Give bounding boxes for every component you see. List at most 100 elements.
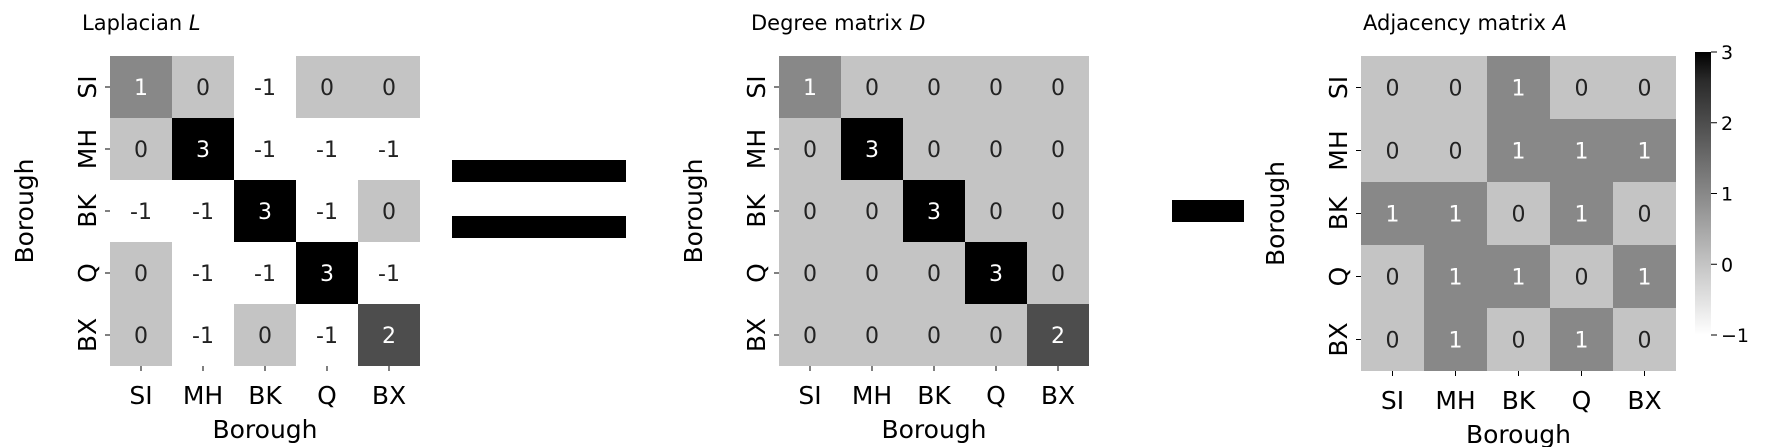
equals-sign-top-bar [452,160,626,182]
cell-value-label: 0 [865,262,879,287]
heatmap-cell [1027,56,1089,118]
cell-value-label: 3 [865,138,879,163]
y-tick-label: MH [73,129,102,169]
colorbar-tick-label: 1 [1721,184,1733,206]
cell-value-label: 0 [989,200,1003,225]
x-tick-label: SI [1381,386,1404,415]
x-tick-label: BX [372,381,406,410]
cell-value-label: 0 [803,200,817,225]
heatmap-cell [965,118,1027,180]
cell-value-label: -1 [316,200,338,225]
y-axis-label: Borough [10,158,39,263]
heatmap-cell [903,180,965,242]
cell-value-label: 0 [803,324,817,349]
heatmap-cell [234,56,296,118]
cell-value-label: 0 [1512,329,1526,354]
cell-value-label: 0 [320,76,334,101]
heatmap-panel-1: Laplacian L 1 0 -1 0 0 0 3 -1 -1 -1 -1 -1 3 -1 0 0 -1 -1 3 -… [10,11,420,444]
cell-value-label: 1 [1575,203,1589,228]
heatmap-cell [1361,182,1424,245]
cell-value-label: 0 [803,138,817,163]
y-tick-label: BK [1324,196,1353,230]
cell-value-label: 0 [196,76,210,101]
y-tick-label: SI [1324,76,1353,99]
cell-value-label: 0 [927,324,941,349]
cell-value-label: 1 [1512,77,1526,102]
heatmap-cell [110,304,172,366]
y-tick-label: MH [742,129,771,169]
heatmap-panel-2: Degree matrix D 1 0 0 0 0 0 3 0 0 0 0 0 3 0 0 0 0 0 3 0 0 0 0 0 2… [679,11,1089,444]
heatmap-cell [965,242,1027,304]
equals-sign-bottom-bar [452,216,626,238]
heatmap-cell [358,56,420,118]
heatmap-cell [841,242,903,304]
y-tick-label: BK [742,194,771,228]
colorbar-tick-label: −1 [1721,325,1749,347]
cell-value-label: 0 [865,200,879,225]
panel-title-text: Laplacian [82,11,189,35]
cell-value-label: 2 [1051,324,1065,349]
cell-value-label: -1 [254,262,276,287]
colorbar-tick-label: 3 [1721,42,1733,64]
x-tick-label: BK [917,381,951,410]
heatmap-cell [296,118,358,180]
x-tick-label: SI [129,381,152,410]
cell-value-label: 0 [1386,77,1400,102]
cell-value-label: -1 [192,324,214,349]
colorbar-tick-label: 0 [1721,254,1733,276]
heatmap-cell [1361,308,1424,371]
heatmap-cell [1550,308,1613,371]
cell-value-label: 1 [1638,266,1652,291]
heatmap-cell [110,56,172,118]
cell-value-label: 0 [1449,77,1463,102]
cell-value-label: 3 [927,200,941,225]
heatmap-cell [110,242,172,304]
heatmap-cell [172,304,234,366]
heatmap-cell [1424,182,1487,245]
heatmap-cell [903,304,965,366]
heatmap-cell [1424,308,1487,371]
heatmap-cell [1613,182,1676,245]
y-tick-label: SI [73,75,102,98]
cell-value-label: 0 [382,76,396,101]
cell-value-label: 1 [1449,329,1463,354]
x-tick-label: BX [1041,381,1075,410]
panel-title-text: Degree matrix [751,11,909,35]
cell-value-label: 3 [320,262,334,287]
cell-value-label: -1 [254,76,276,101]
heatmap-cell [172,56,234,118]
heatmap-cell [779,180,841,242]
heatmap-cell [903,56,965,118]
heatmap-cell [841,180,903,242]
heatmap-cell [779,304,841,366]
heatmap-cell [234,118,296,180]
cell-value-label: -1 [192,200,214,225]
cell-value-label: 0 [134,324,148,349]
heatmap-cell [172,180,234,242]
heatmap-cell [296,56,358,118]
cell-value-label: 1 [803,76,817,101]
heatmap-cell [1487,182,1550,245]
cell-value-label: -1 [378,138,400,163]
cell-value-label: -1 [254,138,276,163]
heatmap-cell [841,304,903,366]
y-tick-label: BK [73,194,102,228]
cell-value-label: 0 [134,138,148,163]
y-tick-label: Q [1324,267,1353,287]
colorbar-tick-label: 2 [1721,113,1733,135]
cell-value-label: 0 [1386,266,1400,291]
cell-value-label: 0 [1051,262,1065,287]
heatmap-cell [1487,56,1550,119]
heatmap-cell [779,118,841,180]
y-tick-label: MH [1324,130,1353,170]
heatmap-cell [1424,56,1487,119]
cell-value-label: 3 [989,262,1003,287]
heatmap-cell [110,180,172,242]
cell-value-label: 1 [1575,140,1589,165]
heatmap-cell [1550,56,1613,119]
heatmap-cell [234,242,296,304]
cell-value-label: -1 [316,324,338,349]
panel-title-symbol: A [1551,11,1567,35]
panel-title: Degree matrix D [751,11,925,35]
